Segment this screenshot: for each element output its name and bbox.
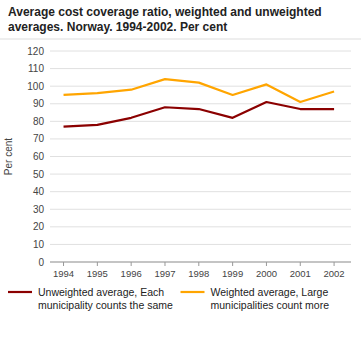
chart: Average cost coverage ratio, weighted an… (0, 0, 361, 363)
y-tick-label: 120 (27, 46, 44, 57)
series-group (64, 79, 335, 126)
x-tick (232, 262, 233, 266)
grid-line (50, 174, 351, 175)
x-tick (198, 262, 199, 266)
grid-line (50, 244, 351, 245)
grid-line (50, 121, 351, 122)
title: Average cost coverage ratio, weighted an… (8, 5, 322, 34)
grid (50, 51, 351, 262)
y-tick-label: 110 (28, 63, 44, 74)
x-tick (131, 262, 132, 266)
x-axis-line (50, 262, 351, 263)
y-tick-label: 90 (33, 98, 45, 109)
x-tick-label: 1999 (222, 268, 243, 279)
grid-line (50, 262, 351, 263)
y-tick-label: 30 (33, 204, 45, 215)
legend-swatch (8, 291, 32, 293)
legend-item: Weighted average, Largemunicipalities co… (181, 286, 330, 311)
y-tick-label: 10 (33, 239, 45, 250)
y-tick-label: 100 (27, 81, 44, 92)
x-tick (300, 262, 301, 266)
x-tick (97, 262, 98, 266)
y-axis-label: Per cent (3, 138, 14, 175)
grid-line (50, 191, 351, 192)
legend-label: Unweighted average, Eachmunicipality cou… (38, 286, 173, 311)
grid-line (50, 51, 351, 52)
x-tick-label: 2002 (324, 268, 345, 279)
x-tick-label: 2001 (290, 268, 311, 279)
legend-item: Unweighted average, Eachmunicipality cou… (8, 286, 173, 311)
x-tick (266, 262, 267, 266)
x-tick-label: 2000 (256, 268, 277, 279)
grid-line (50, 86, 351, 87)
grid-line (50, 138, 351, 139)
x-tick (334, 262, 335, 266)
series-line (64, 102, 335, 127)
y-tick-label: 60 (33, 151, 45, 162)
x-tick-label: 1995 (87, 268, 108, 279)
y-tick-label: 70 (33, 133, 45, 144)
grid-line (50, 209, 351, 210)
y-tick-label: 20 (33, 221, 45, 232)
series-line (64, 79, 335, 102)
x-tick (164, 262, 165, 266)
y-tick-label: 0 (38, 257, 44, 268)
legend-label: Weighted average, Largemunicipalities co… (211, 286, 330, 311)
x-tick (63, 262, 64, 266)
separator (0, 39, 361, 40)
y-tick-label: 80 (33, 116, 45, 127)
grid-line (50, 156, 351, 157)
y-tick-label: 40 (33, 186, 45, 197)
grid-line (50, 226, 351, 227)
grid-line (50, 103, 351, 104)
y-tick-label: 50 (33, 169, 45, 180)
x-tick-label: 1998 (188, 268, 209, 279)
x-tick-label: 1997 (154, 268, 175, 279)
grid-line (50, 68, 351, 69)
x-tick-label: 1994 (53, 268, 74, 279)
legend-swatch (181, 291, 205, 293)
x-tick-label: 1996 (121, 268, 142, 279)
